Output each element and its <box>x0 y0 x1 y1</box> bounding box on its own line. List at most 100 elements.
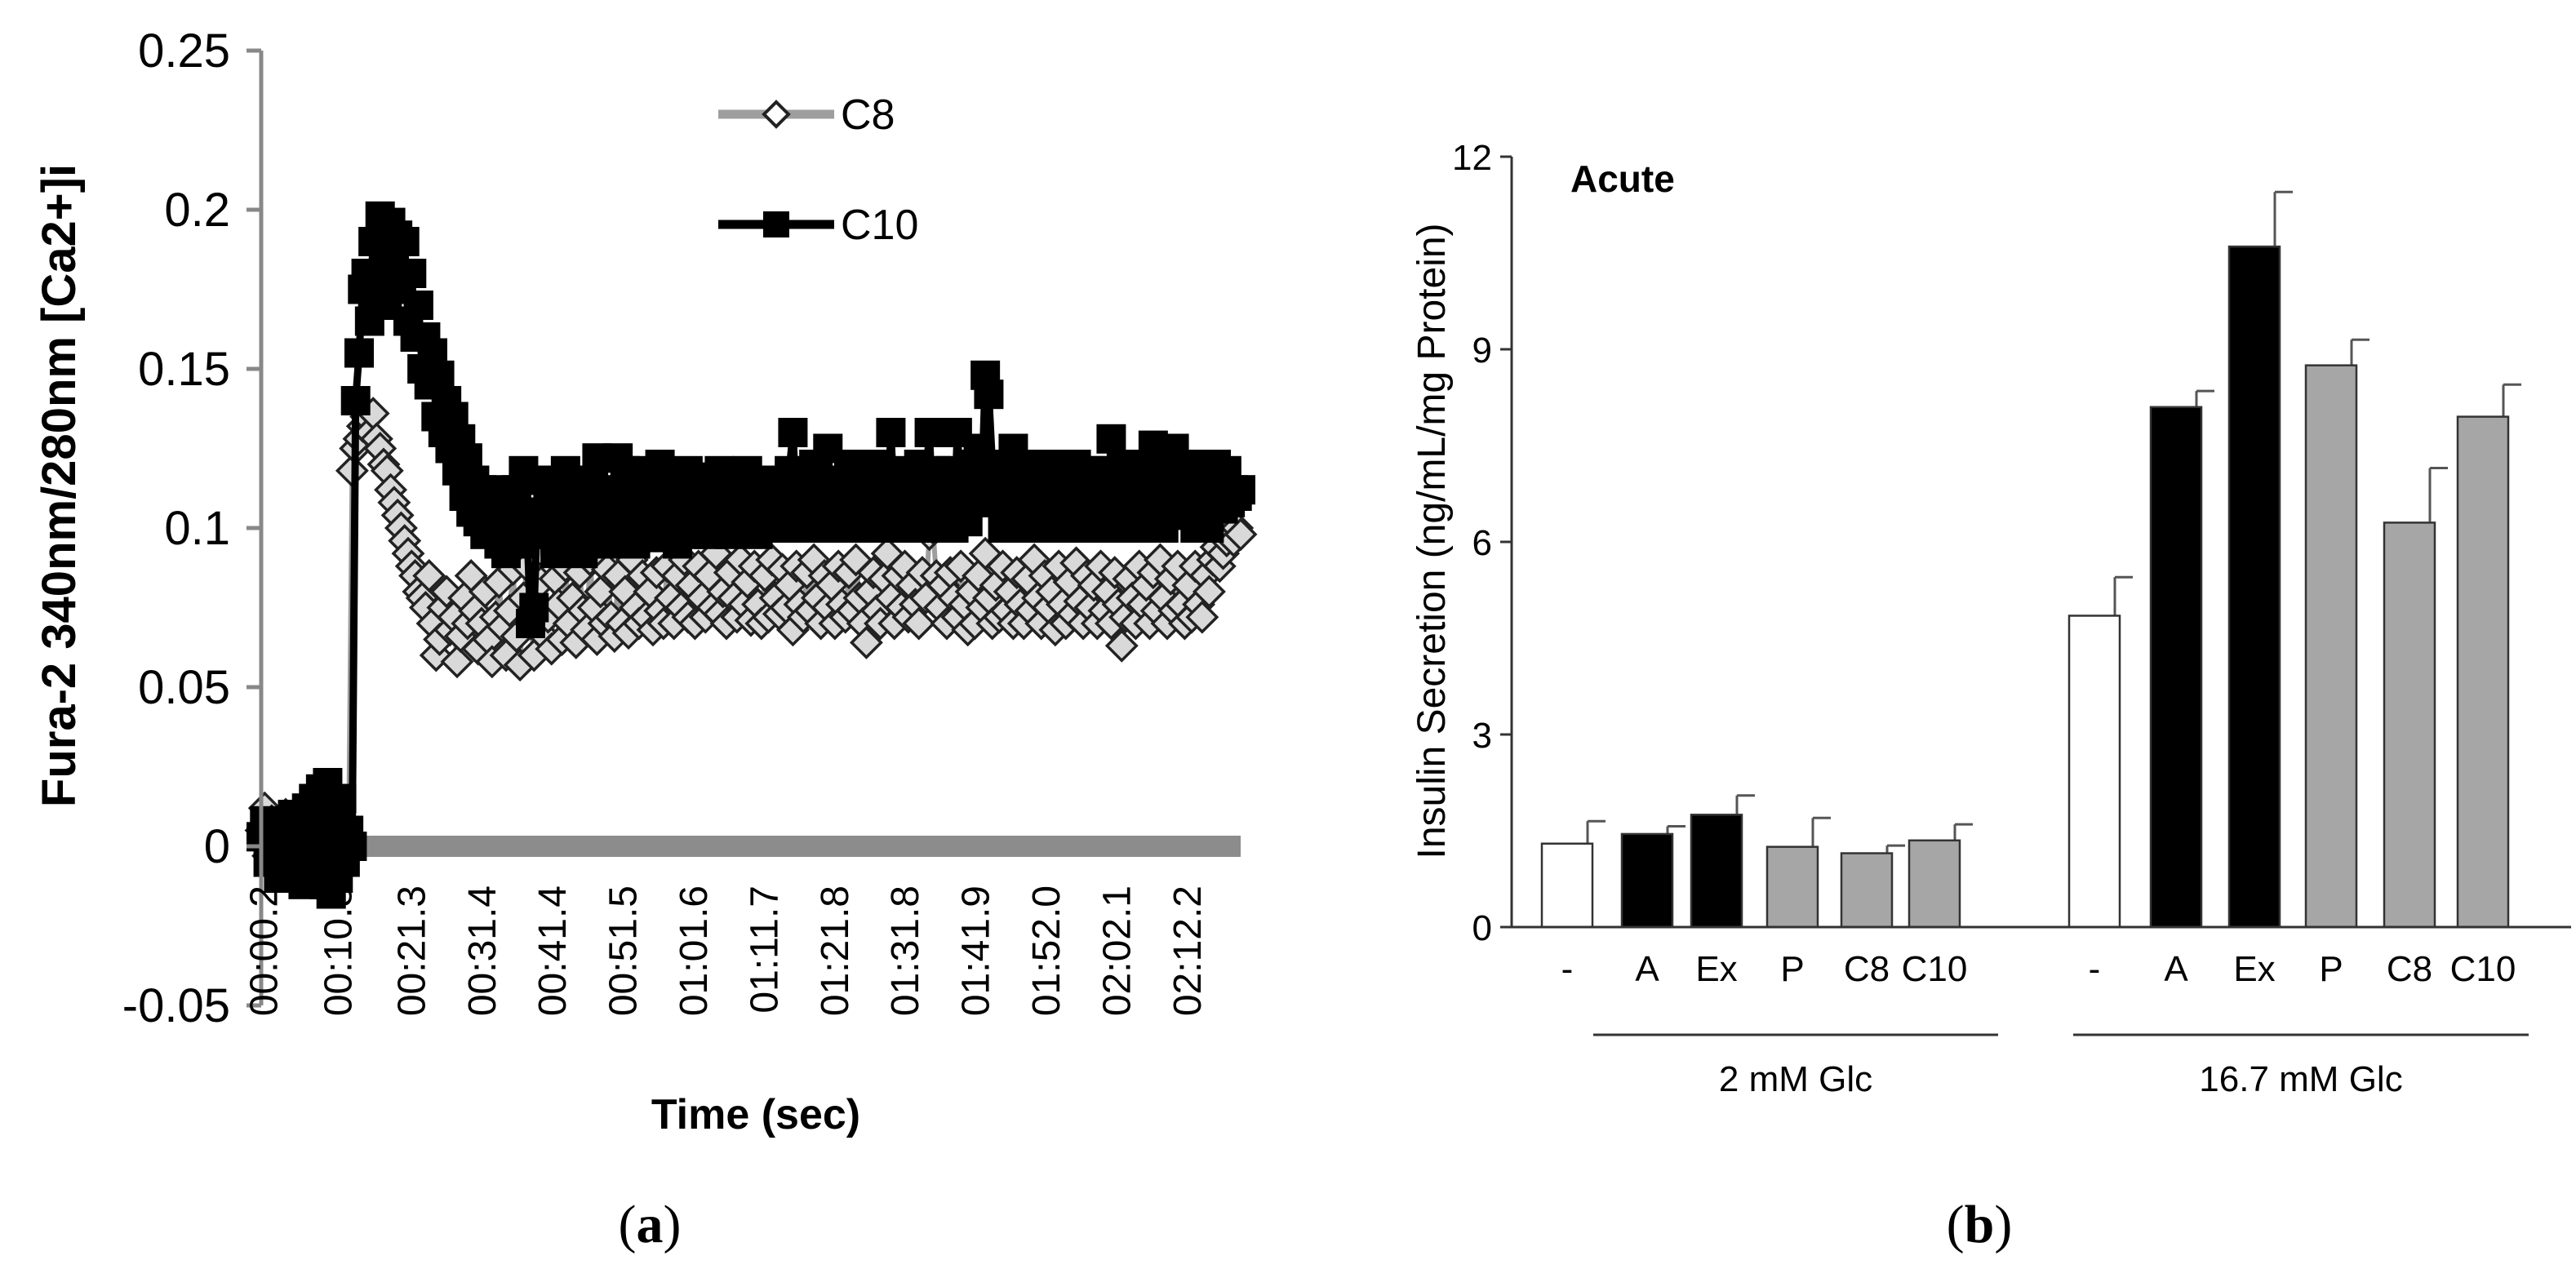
panel-a-x-tick-labels: 00:00.2 00:10.8 00:21.3 00:31.4 00:41.4 00:51… <box>243 885 1210 1016</box>
legend-c8-marker <box>762 100 791 129</box>
panel-a-x-axis-label: Time (sec) <box>651 1091 860 1138</box>
legend-c10-label: C10 <box>841 202 918 249</box>
panel-a-y-tick-label: 0.1 <box>164 502 230 555</box>
panel-b-y-tick-labels: 0 3 6 9 12 <box>1452 138 1492 948</box>
panel-b-x-tick-label: Ex <box>1695 949 1737 989</box>
caption-a-open: ( <box>619 1195 637 1254</box>
c10-point <box>876 418 906 447</box>
bar <box>1908 839 1961 929</box>
c10-point <box>337 832 367 861</box>
legend-entry-c8: C8 <box>718 91 895 139</box>
c10-point <box>778 418 808 447</box>
panel-b-x-tick-label: A <box>1635 949 1659 989</box>
c10-series <box>246 201 1255 909</box>
panel-a-chart: 0.250.20.150.10.050-0.05 00:00.2 00:10.8 0… <box>33 24 1258 1138</box>
c8-point <box>412 559 446 592</box>
c10-point <box>914 418 944 447</box>
panel-b-y-axis-label: Insulin Secretion (ng/mL/mg Protein) <box>1410 223 1454 859</box>
panel-b-x-tick-label: C10 <box>2450 949 2516 989</box>
panel-b-bars <box>1540 190 2521 929</box>
panel-b-x-tick-label: C8 <box>2387 949 2432 989</box>
panel-a-legend: C8 C10 <box>718 91 918 249</box>
c10-point <box>1226 475 1255 505</box>
caption-b-close: ) <box>1994 1195 2012 1254</box>
panel-a-x-tick-label: 02:12.2 <box>1166 885 1210 1016</box>
group-label: 2 mM Glc <box>1719 1059 1872 1099</box>
panel-b-group-labels: 2 mM Glc 16.7 mM Glc <box>1593 1033 2529 1099</box>
c10-point <box>519 592 549 623</box>
panel-a-caption: (a) <box>619 1195 682 1254</box>
panel-a-axes <box>246 48 264 1008</box>
panel-a-plot-area <box>244 201 1258 909</box>
panel-a-x-tick-label: 00:10.8 <box>318 885 361 1016</box>
bar <box>2304 364 2358 929</box>
c8-series <box>244 397 1258 879</box>
panel-a-x-tick-label: 00:31.4 <box>461 885 504 1016</box>
legend-c8-label: C8 <box>841 91 895 139</box>
panel-b-chart: 0 3 6 9 12 - A Ex P C8 C10 - A Ex P C8 C10 2 mM Glc 16.7… <box>1410 138 2571 1099</box>
c10-point <box>1096 424 1126 454</box>
panel-b-y-tick-label: 3 <box>1472 716 1492 756</box>
panel-b-axes <box>1500 155 2571 929</box>
bar <box>1765 845 1819 929</box>
panel-a-x-tick-label: 01:52.0 <box>1025 885 1068 1016</box>
panel-b-caption: (b) <box>1947 1195 2013 1254</box>
panel-a-y-tick-label: -0.05 <box>122 979 230 1032</box>
c8-point <box>1192 575 1226 609</box>
c8-point <box>849 625 883 659</box>
c8-point <box>1224 517 1258 552</box>
panel-a-y-tick-label: 0.25 <box>138 24 230 78</box>
c10-point <box>403 291 433 320</box>
panel-b-x-tick-label: - <box>2089 949 2101 989</box>
caption-b-open: ( <box>1947 1195 1965 1254</box>
c8-point <box>1185 600 1219 634</box>
bar <box>2149 406 2203 929</box>
panel-b-x-tick-label: A <box>2164 949 2188 989</box>
panel-b-y-tick-label: 12 <box>1452 138 1492 178</box>
panel-b-x-tick-label: C10 <box>1902 949 1968 989</box>
panel-a-x-tick-label: 01:11.7 <box>744 885 787 1014</box>
panel-b-x-tick-label: P <box>2319 949 2343 989</box>
c10-point <box>344 338 374 368</box>
panel-a-x-tick-label: 00:41.4 <box>531 885 575 1016</box>
bar <box>2456 415 2510 929</box>
bar <box>1690 814 1743 929</box>
panel-b-y-tick-label: 9 <box>1472 331 1492 371</box>
bar <box>2067 615 2121 929</box>
c10-point <box>974 379 1004 410</box>
c8-point <box>440 645 474 679</box>
panel-a-x-tick-label: 00:21.3 <box>391 885 434 1016</box>
panel-a-x-tick-label: 00:51.5 <box>602 885 645 1016</box>
caption-a-letter: a <box>637 1195 664 1254</box>
group-label: 16.7 mM Glc <box>2199 1059 2402 1099</box>
panel-a-x-tick-label: 01:41.9 <box>954 885 997 1016</box>
caption-b-letter: b <box>1965 1195 1995 1254</box>
bar <box>2383 521 2436 929</box>
c10-point <box>397 259 427 288</box>
c10-point <box>326 783 357 814</box>
c8-point <box>1104 628 1139 663</box>
panel-a-y-tick-labels: 0.25 0.2 0.15 0.1 0.05 0 -0.05 <box>122 24 230 1032</box>
legend-entry-c10: C10 <box>718 202 918 249</box>
panel-a-y-tick-label: 0.05 <box>138 661 230 714</box>
bar <box>1540 842 1594 929</box>
bar <box>1840 852 1894 929</box>
panel-a-x-tick-label: 01:21.8 <box>814 885 857 1016</box>
c10-point <box>424 360 455 390</box>
panel-a-y-tick-label: 0.2 <box>164 184 230 237</box>
panel-b-x-tick-labels: - A Ex P C8 C10 - A Ex P C8 C10 <box>1561 949 2516 989</box>
panel-b-y-tick-label: 0 <box>1472 908 1492 948</box>
panel-a-x-tick-label: 02:02.1 <box>1096 885 1139 1016</box>
panel-b-title: Acute <box>1570 158 1675 200</box>
bar <box>1620 832 1674 929</box>
caption-a-close: ) <box>664 1195 682 1254</box>
bar <box>2227 245 2281 929</box>
panel-b-x-tick-label: C8 <box>1844 949 1890 989</box>
panel-a-y-tick-label: 0 <box>204 820 230 873</box>
panel-b-y-tick-label: 6 <box>1472 523 1492 563</box>
c10-point <box>389 227 420 256</box>
panel-b-x-tick-label: P <box>1780 949 1804 989</box>
c10-point <box>340 386 371 415</box>
panel-b-x-tick-label: - <box>1561 949 1574 989</box>
